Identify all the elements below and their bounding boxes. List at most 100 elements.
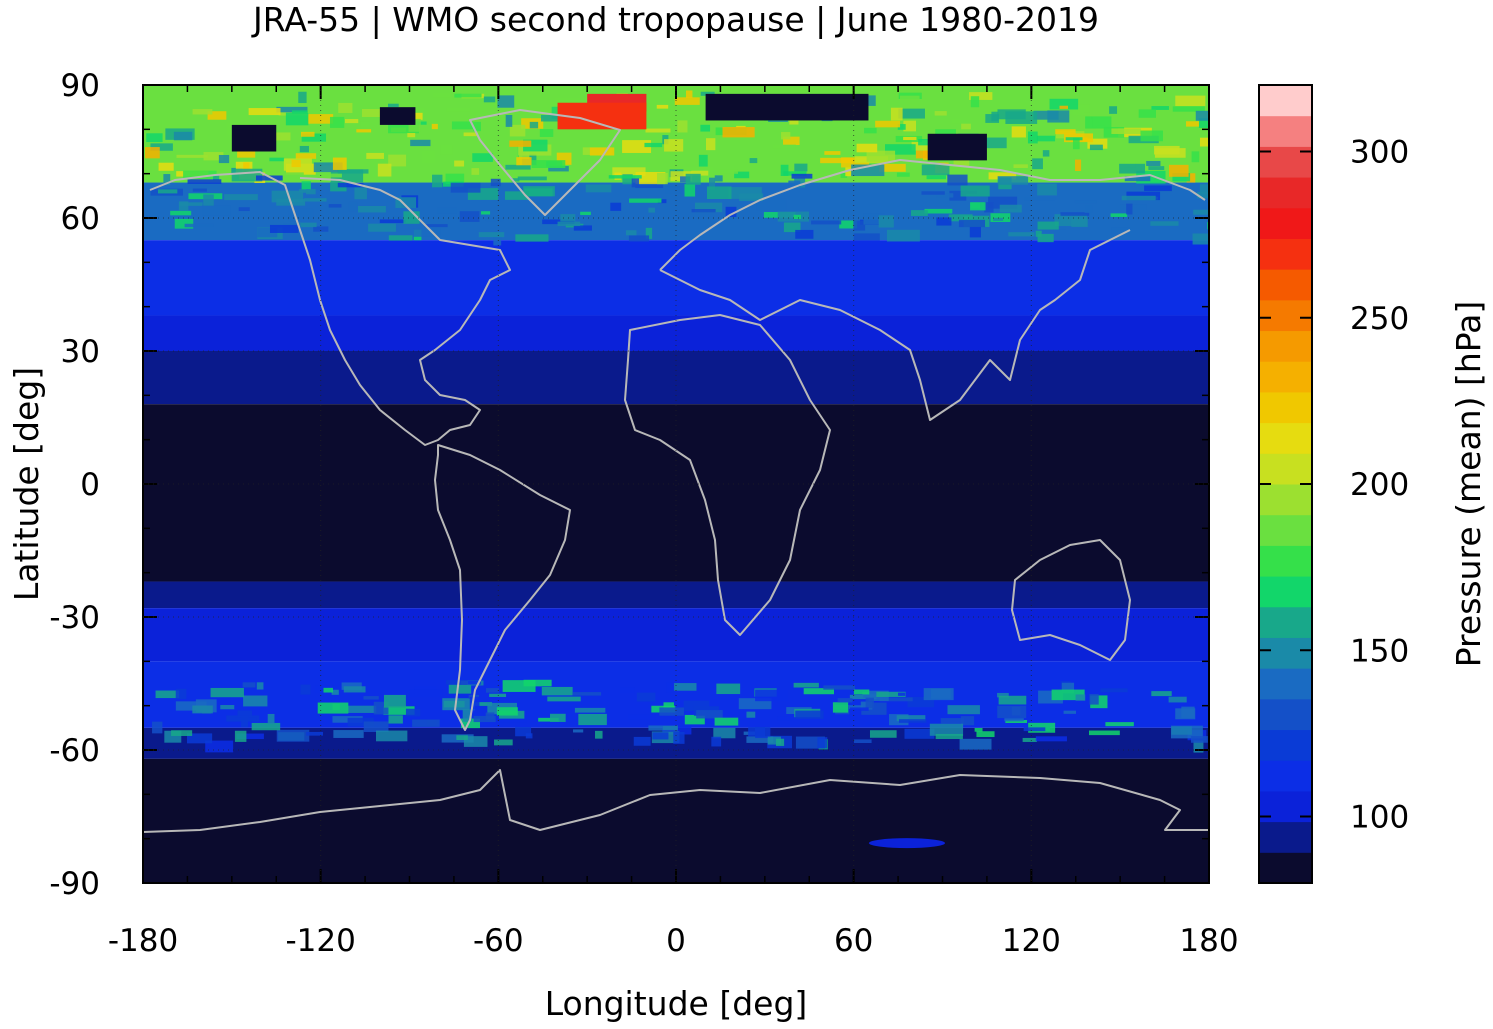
y-tick-label: 60 bbox=[61, 201, 100, 237]
heatmap-patch-arctic bbox=[1065, 137, 1083, 141]
heatmap-patch-southern-ocean bbox=[1051, 689, 1085, 701]
heatmap-patch-southern-ocean bbox=[1168, 696, 1187, 703]
colorbar-segment bbox=[1259, 299, 1312, 332]
heatmap-patch-southern-ocean bbox=[793, 682, 819, 688]
colorbar-segment bbox=[1259, 330, 1312, 362]
heatmap-patch-subpolar-north bbox=[878, 215, 894, 228]
heatmap-patch-arctic bbox=[1049, 98, 1079, 110]
heatmap-patch-arctic bbox=[700, 124, 711, 132]
heatmap-patch-arctic bbox=[440, 144, 453, 155]
coast-antarctica bbox=[143, 769, 1209, 833]
heatmap-band-4 bbox=[143, 351, 1209, 405]
heatmap-patch-arctic bbox=[298, 91, 307, 104]
heatmap-patch-subpolar-north bbox=[969, 226, 981, 238]
heatmap-patch-subpolar-north bbox=[958, 219, 986, 228]
heatmap-patch-arctic bbox=[645, 128, 671, 133]
heatmap-patch-southern-ocean bbox=[347, 717, 374, 727]
heatmap-patch-arctic bbox=[1055, 129, 1076, 135]
heatmap-patch-southern-ocean bbox=[469, 696, 480, 710]
heatmap-patch-southern-ocean bbox=[388, 715, 403, 724]
heatmap-patch-arctic bbox=[991, 111, 999, 122]
heatmap-patch-arctic bbox=[1154, 145, 1180, 155]
heatmap-patch-arctic bbox=[410, 107, 425, 118]
heatmap-patch-arctic bbox=[677, 120, 688, 133]
heatmap-patch-southern-ocean bbox=[746, 711, 756, 718]
heatmap-patch-arctic bbox=[1195, 110, 1209, 121]
x-tick-label: 60 bbox=[834, 923, 873, 959]
heatmap-patch-subpolar-north bbox=[299, 189, 311, 193]
heatmap-patch-southern-ocean bbox=[898, 692, 906, 696]
heatmap-patch-arctic bbox=[851, 164, 885, 177]
heatmap-patch-subpolar-north bbox=[947, 174, 968, 186]
heatmap-patch-arctic bbox=[1146, 160, 1161, 167]
heatmap-patch-arctic bbox=[899, 95, 920, 100]
colorbar-segment bbox=[1259, 422, 1312, 454]
heatmap-patch-southern-ocean bbox=[1170, 725, 1203, 739]
heatmap-patch-subpolar-north bbox=[993, 217, 1004, 221]
heatmap-patch-subpolar-north bbox=[997, 176, 1029, 185]
heatmap-patch-southern-ocean bbox=[854, 739, 872, 744]
heatmap-patch-southern-ocean bbox=[746, 736, 774, 743]
heatmap-patch-arctic bbox=[734, 171, 750, 179]
colorbar-segment bbox=[1259, 85, 1312, 117]
heatmap-patch-southern-ocean bbox=[515, 726, 532, 737]
heatmap-patch-arctic bbox=[472, 153, 493, 162]
heatmap-band-8 bbox=[143, 661, 1209, 728]
heatmap-patch-subpolar-north bbox=[631, 178, 640, 188]
colorbar-segment bbox=[1259, 760, 1312, 792]
heatmap-patch-southern-ocean bbox=[210, 687, 244, 698]
x-tick-label: 180 bbox=[1179, 923, 1238, 959]
heatmap-patch-arctic bbox=[1109, 106, 1118, 114]
colorbar-segment bbox=[1259, 238, 1312, 270]
heatmap-patch-subpolar-north bbox=[695, 202, 723, 213]
heatmap-patch-arctic bbox=[509, 124, 526, 137]
heatmap-patch-subpolar-north bbox=[999, 204, 1022, 213]
heatmap-patch-southern-ocean bbox=[383, 694, 406, 708]
heatmap-patch-arctic bbox=[1075, 159, 1082, 172]
heatmap-patch-southern-ocean bbox=[648, 725, 678, 731]
heatmap-patch-southern-ocean bbox=[1005, 719, 1028, 724]
heatmap-patch-southern-ocean bbox=[619, 687, 635, 694]
heatmap-patch-arctic bbox=[921, 164, 950, 176]
heatmap-patch-subpolar-north bbox=[271, 190, 304, 203]
heatmap-patch-arctic bbox=[416, 121, 427, 125]
heatmap-patch-arctic bbox=[969, 92, 993, 100]
x-tick-label: -120 bbox=[285, 923, 355, 959]
heatmap-patch-arctic bbox=[360, 121, 370, 128]
heatmap-patch-arctic bbox=[276, 106, 308, 113]
heatmap-patch-subpolar-north bbox=[625, 230, 637, 236]
heatmap-patch-arctic bbox=[432, 92, 452, 98]
heatmap-patch-subpolar-north bbox=[174, 218, 194, 229]
heatmap-patch-southern-ocean bbox=[777, 716, 792, 721]
heatmap-patch-southern-ocean bbox=[574, 707, 606, 713]
heatmap-patch-southern-ocean bbox=[155, 690, 180, 699]
heatmap-patch-southern-ocean bbox=[1088, 730, 1120, 736]
heatmap-patch-arctic bbox=[772, 144, 796, 149]
heatmap-patch-southern-ocean bbox=[187, 733, 213, 744]
y-tick-label: -60 bbox=[49, 733, 100, 769]
heatmap-patch-subpolar-north bbox=[648, 207, 655, 213]
heatmap-patch-subpolar-north bbox=[853, 220, 866, 231]
heatmap-patch-arctic bbox=[454, 160, 465, 167]
heatmap-patch-southern-ocean bbox=[341, 682, 362, 690]
heatmap-patch-subpolar-north bbox=[811, 220, 842, 225]
heatmap-patch-subpolar-north bbox=[610, 202, 622, 211]
heatmap-patch-arctic bbox=[269, 157, 285, 162]
colorbar-segment bbox=[1259, 514, 1312, 546]
heatmap-band-7 bbox=[143, 608, 1209, 662]
heatmap-patch-southern-ocean bbox=[473, 715, 496, 723]
heatmap-patch-subpolar-north bbox=[368, 223, 396, 232]
heatmap-field bbox=[143, 85, 1209, 883]
heatmap-patch-subpolar-north bbox=[187, 179, 222, 184]
heatmap-patch-arctic bbox=[1072, 137, 1080, 150]
heatmap-patch-arctic bbox=[896, 172, 910, 177]
heatmap-patch-arctic bbox=[207, 111, 227, 120]
heatmap-patch-arctic bbox=[911, 140, 943, 151]
heatmap-patch-subpolar-north bbox=[795, 229, 814, 239]
heatmap-patch-arctic bbox=[1119, 163, 1146, 174]
heatmap-patch-arctic bbox=[691, 170, 709, 176]
heatmap-patch-subpolar-north bbox=[1111, 227, 1131, 234]
heatmap-patch-arctic bbox=[1073, 104, 1090, 116]
heatmap-patch-southern-ocean bbox=[1089, 694, 1099, 705]
colorbar: 300 250 200 150 100 bbox=[1258, 84, 1409, 884]
